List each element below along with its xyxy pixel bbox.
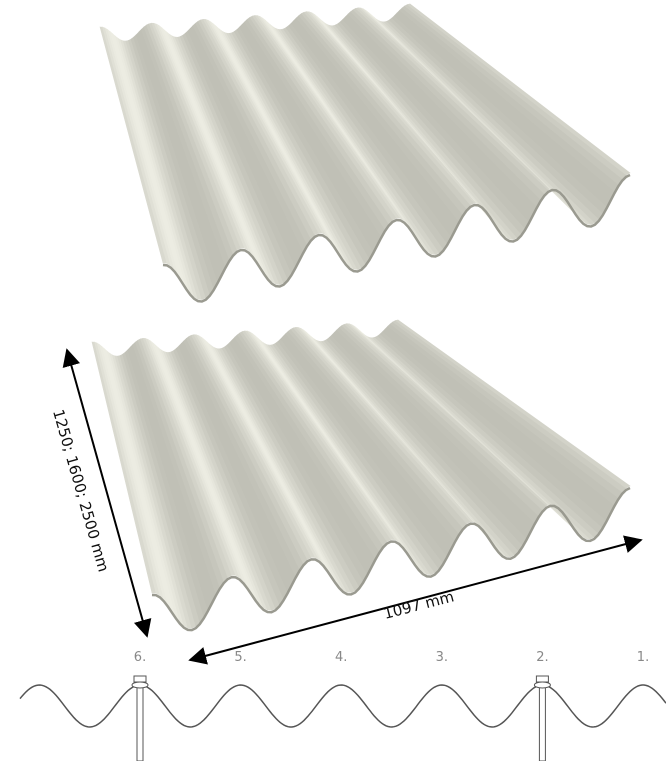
sheet-strip [394,319,631,489]
profile: 6. 5. 4. 3. 2. 1. [19,650,666,761]
width-label: 1097 mm [382,587,456,622]
washer [131,681,149,689]
fastener [136,679,144,761]
width-arrow [188,535,643,665]
washer [533,681,551,689]
crest-label: 3. [436,650,448,665]
fastener-head [133,675,147,683]
length-arrow [62,348,152,638]
crest-label: 1. [637,650,649,665]
crest-label: 4. [335,650,347,665]
sheets [91,3,631,632]
sheet-edge [162,173,631,303]
crest-label: 6. [134,650,146,665]
fastener-head [535,675,549,683]
crest-label: 5. [234,650,246,665]
profile-wave [19,684,666,728]
crest-label: 2. [536,650,548,665]
fastener [538,679,546,761]
length-label: 1250; 1600; 2500 mm [49,407,113,574]
sheet-strip [406,3,631,176]
